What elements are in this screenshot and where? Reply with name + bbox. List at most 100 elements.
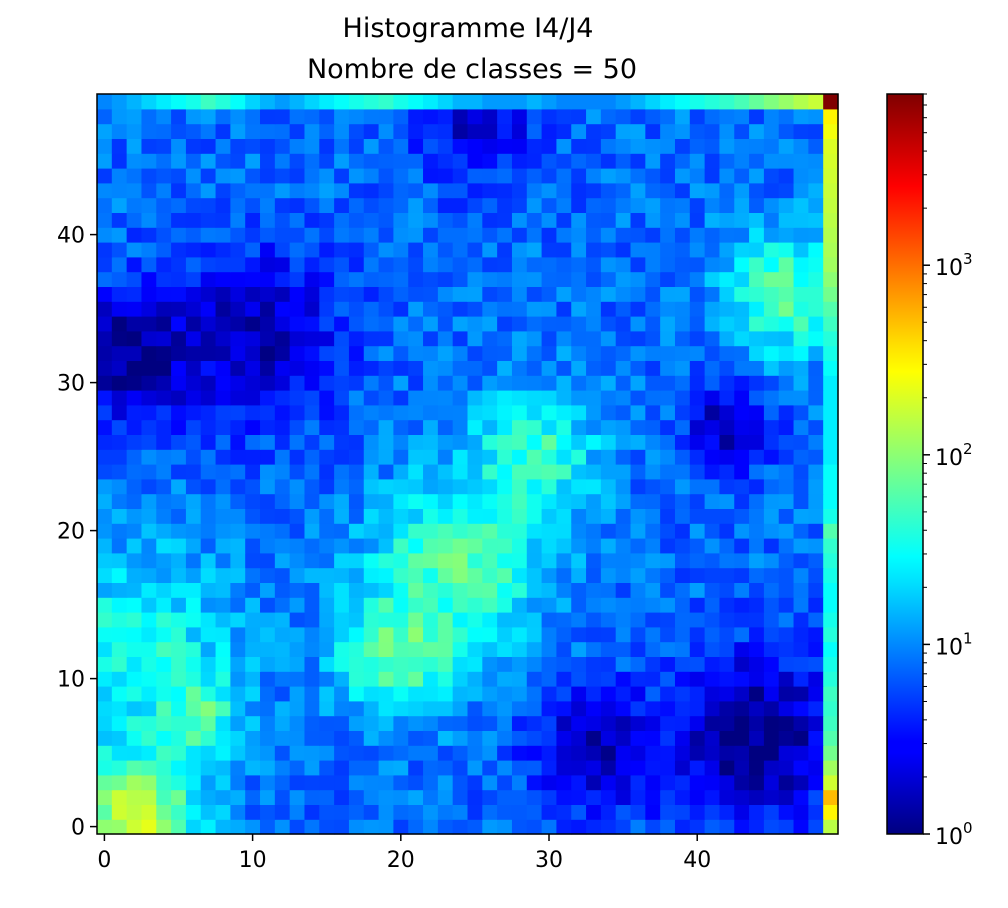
heatmap-cell [423, 271, 439, 287]
heatmap-cell [156, 242, 172, 258]
heatmap-cell [793, 478, 809, 495]
heatmap-cell [304, 316, 320, 332]
heatmap-cell [363, 256, 380, 273]
heatmap-cell [586, 256, 602, 273]
heatmap-cell [437, 404, 454, 421]
heatmap-cell [215, 227, 231, 243]
heatmap-cell [111, 434, 128, 450]
heatmap-cell [630, 626, 646, 643]
heatmap-cell [423, 478, 439, 495]
heatmap-cell [674, 700, 691, 717]
heatmap-cell [526, 168, 543, 184]
heatmap-cell [126, 168, 143, 184]
heatmap-cell [185, 671, 202, 687]
heatmap-cell [141, 493, 157, 509]
heatmap-cell [393, 552, 409, 569]
heatmap-cell [200, 153, 217, 169]
heatmap-cell [704, 434, 721, 450]
heatmap-cell [423, 582, 439, 598]
heatmap-cell [274, 94, 291, 110]
heatmap-cell [763, 330, 780, 347]
heatmap-cell [97, 715, 113, 731]
heatmap-cell [437, 626, 454, 643]
heatmap-cell [556, 745, 572, 761]
heatmap-cell [378, 227, 394, 243]
heatmap-cell [185, 256, 202, 273]
heatmap-cell [171, 464, 187, 480]
heatmap-cell [230, 419, 246, 435]
heatmap-cell [348, 804, 365, 820]
heatmap-cell [274, 745, 291, 761]
heatmap-cell [423, 242, 439, 258]
heatmap-cell [793, 286, 809, 302]
heatmap-cell [660, 360, 676, 376]
heatmap-cell [511, 641, 528, 657]
heatmap-cell [274, 375, 291, 391]
heatmap-cell [171, 316, 187, 332]
heatmap-cell [185, 153, 202, 169]
heatmap-cell [274, 523, 291, 539]
heatmap-cell [704, 464, 721, 480]
heatmap-cell [645, 345, 661, 361]
y-tick-label: 0 [71, 816, 85, 841]
heatmap-cell [749, 108, 765, 125]
heatmap-cell [719, 316, 735, 332]
heatmap-cell [97, 168, 113, 184]
heatmap-cell [511, 760, 528, 776]
heatmap-cell [393, 404, 409, 421]
heatmap-cell [645, 94, 661, 110]
heatmap-cell [289, 478, 306, 495]
heatmap-cell [704, 123, 721, 139]
heatmap-cell [245, 345, 261, 361]
heatmap-cell [793, 197, 809, 213]
heatmap-cell [482, 641, 498, 657]
heatmap-cell [571, 567, 587, 583]
heatmap-cell [141, 478, 157, 495]
heatmap-cell [274, 493, 291, 509]
heatmap-cell [260, 745, 276, 761]
heatmap-cell [526, 242, 543, 258]
heatmap-cell [141, 182, 157, 199]
heatmap-cell [289, 375, 306, 391]
heatmap-cell [823, 138, 839, 154]
heatmap-cell [645, 242, 661, 258]
heatmap-cell [348, 138, 365, 154]
heatmap-cell [363, 804, 380, 820]
heatmap-cell [111, 123, 128, 139]
heatmap-cell [200, 686, 217, 702]
heatmap-cell [156, 612, 172, 628]
heatmap-cell [289, 774, 306, 791]
heatmap-cell [141, 671, 157, 687]
heatmap-cell [586, 434, 602, 450]
heatmap-cell [808, 774, 824, 791]
heatmap-cell [704, 804, 721, 820]
heatmap-cell [749, 730, 765, 746]
heatmap-cell [348, 404, 365, 421]
heatmap-cell [200, 123, 217, 139]
heatmap-cell [763, 656, 780, 672]
heatmap-cell [245, 375, 261, 391]
heatmap-cell [482, 715, 498, 731]
heatmap-cell [497, 745, 513, 761]
heatmap-cell [111, 449, 128, 465]
heatmap-cell [571, 434, 587, 450]
heatmap-cell [704, 715, 721, 731]
heatmap-cell [793, 582, 809, 598]
heatmap-cell [556, 271, 572, 287]
heatmap-cell [378, 375, 394, 391]
heatmap-cell [126, 345, 143, 361]
heatmap-cell [645, 700, 661, 717]
heatmap-cell [734, 493, 750, 509]
heatmap-cell [674, 612, 691, 628]
heatmap-cell [319, 493, 335, 509]
heatmap-cell [289, 464, 306, 480]
heatmap-cell [126, 730, 143, 746]
heatmap-cell [823, 760, 839, 776]
heatmap-cell [452, 523, 469, 539]
heatmap-cell [808, 256, 824, 273]
heatmap-cell [185, 523, 202, 539]
heatmap-cell [334, 182, 350, 199]
heatmap-cell [171, 404, 187, 421]
heatmap-cell [556, 138, 572, 154]
heatmap-cell [304, 715, 320, 731]
